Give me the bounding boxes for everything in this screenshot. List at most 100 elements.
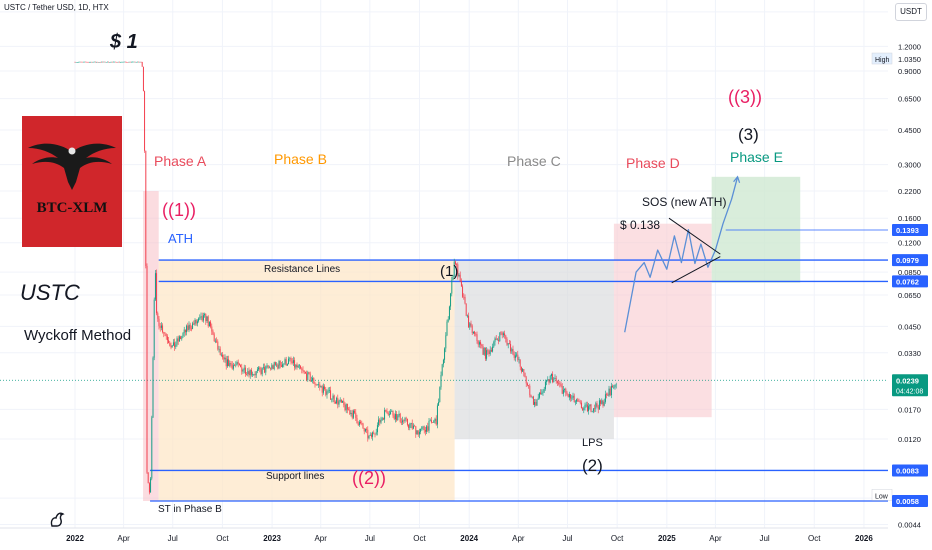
candle-body bbox=[553, 378, 555, 382]
candle-body bbox=[386, 411, 388, 413]
phase-d-zone bbox=[613, 223, 712, 418]
candle-body bbox=[266, 365, 268, 367]
candle-body bbox=[195, 319, 197, 324]
candle-body bbox=[598, 400, 600, 410]
candle-body bbox=[452, 276, 454, 281]
candle-body bbox=[439, 387, 441, 402]
candle-body bbox=[411, 423, 413, 429]
time-axis[interactable]: 2022 Apr Jul Oct 2023 Apr Jul Oct 2024 Apr Jul Oct 2… bbox=[0, 527, 888, 543]
price-axis[interactable]: 1.80001.20000.90000.65000.45000.30000.22… bbox=[871, 8, 928, 530]
candle-body bbox=[337, 397, 339, 405]
candle-body bbox=[583, 408, 585, 411]
candle-body bbox=[223, 357, 225, 360]
candle-body bbox=[141, 62, 143, 67]
candle-body bbox=[566, 392, 568, 395]
high-price-label: 1.0350 bbox=[898, 55, 921, 64]
candle-body bbox=[602, 400, 604, 406]
candle-body bbox=[260, 369, 262, 375]
candle-body bbox=[555, 377, 557, 382]
candle-body bbox=[247, 371, 249, 375]
candle-body bbox=[345, 403, 347, 411]
candle-body bbox=[360, 421, 362, 424]
candle-body bbox=[612, 385, 614, 388]
candle-body bbox=[388, 414, 390, 415]
candle-body bbox=[178, 336, 180, 342]
candle-body bbox=[105, 62, 107, 63]
candle-body bbox=[186, 325, 188, 333]
candle-body bbox=[258, 367, 260, 370]
candle-body bbox=[502, 333, 504, 335]
candle-body bbox=[331, 398, 333, 400]
candle-body bbox=[288, 358, 290, 365]
wave-1-major-label: ((1)) bbox=[162, 200, 196, 220]
candle-body bbox=[97, 61, 99, 63]
candle-body bbox=[613, 387, 615, 388]
candle-body bbox=[432, 422, 434, 424]
candle-body bbox=[303, 370, 305, 372]
candle-body bbox=[248, 371, 250, 376]
tradingview-logo-icon[interactable] bbox=[46, 508, 68, 530]
y-tick-label: 0.0650 bbox=[898, 291, 921, 300]
candle-body bbox=[390, 411, 392, 415]
candle-body bbox=[326, 391, 328, 395]
candle-body bbox=[291, 361, 293, 363]
x-tick-label: Oct bbox=[413, 534, 426, 543]
phase-c-label: Phase C bbox=[507, 153, 561, 169]
candle-body bbox=[115, 61, 117, 63]
candle-body bbox=[519, 359, 521, 367]
candle-body bbox=[237, 362, 239, 364]
candle-body bbox=[561, 386, 563, 394]
candle-body bbox=[172, 342, 174, 346]
candle-body bbox=[429, 420, 431, 421]
candle-body bbox=[322, 386, 324, 393]
x-tick-label: Oct bbox=[611, 534, 624, 543]
candle-body bbox=[418, 431, 420, 435]
candle-body bbox=[166, 336, 168, 341]
candle-body bbox=[85, 61, 87, 63]
high-tag-label: High bbox=[875, 57, 890, 64]
candle-body bbox=[609, 388, 611, 396]
candle-body bbox=[264, 367, 266, 373]
candle-body bbox=[476, 334, 478, 342]
candle-body bbox=[214, 340, 216, 342]
candle-body bbox=[565, 388, 567, 393]
candle-body bbox=[588, 406, 590, 411]
candle-body bbox=[285, 359, 287, 366]
candle-body bbox=[91, 61, 93, 63]
candle-body bbox=[229, 363, 231, 366]
candle-body bbox=[534, 402, 536, 405]
x-tick-label: Jul bbox=[365, 534, 375, 543]
candle-body bbox=[181, 336, 183, 340]
candle-body bbox=[156, 273, 158, 314]
candle-body bbox=[415, 426, 417, 435]
candle-body bbox=[328, 390, 330, 391]
price-tag-bg bbox=[892, 275, 928, 288]
logo-text: BTC-XLM bbox=[36, 200, 108, 216]
candle-body bbox=[416, 430, 418, 435]
candle-body bbox=[114, 61, 116, 63]
candle-body bbox=[190, 328, 192, 330]
candle-body bbox=[436, 405, 438, 425]
candle-body bbox=[284, 359, 286, 364]
candle-body bbox=[459, 274, 461, 282]
candle-body bbox=[379, 419, 381, 423]
candle-body bbox=[325, 389, 327, 395]
candle-body bbox=[477, 341, 479, 345]
candle-body bbox=[171, 345, 173, 348]
x-tick-label: 2026 bbox=[855, 534, 873, 543]
candle-body bbox=[158, 318, 160, 327]
wave-3-major-label: ((3)) bbox=[728, 87, 762, 107]
candle-body bbox=[472, 331, 474, 334]
candle-body bbox=[531, 396, 533, 398]
candle-body bbox=[202, 315, 204, 321]
currency-selector[interactable]: USDT bbox=[895, 3, 927, 21]
st-label: ST in Phase B bbox=[158, 504, 222, 515]
candle-body bbox=[577, 399, 579, 402]
candle-body bbox=[210, 321, 212, 327]
candle-body bbox=[321, 386, 323, 393]
candle-body bbox=[130, 61, 132, 63]
candle-body bbox=[249, 369, 251, 376]
candle-body bbox=[362, 423, 364, 429]
candle-body bbox=[231, 364, 233, 369]
